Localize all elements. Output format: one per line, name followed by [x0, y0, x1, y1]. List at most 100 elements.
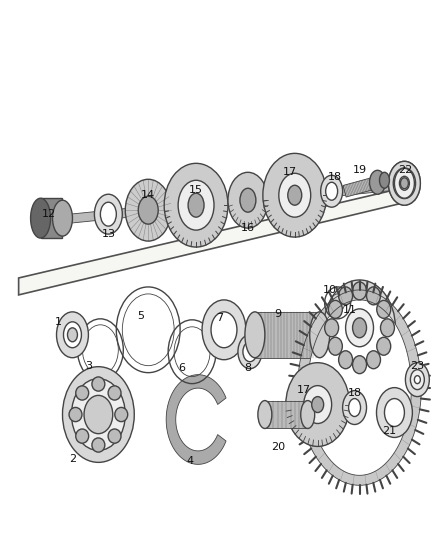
Ellipse shape [353, 318, 367, 338]
Text: 15: 15 [189, 185, 203, 195]
Ellipse shape [328, 301, 343, 318]
Ellipse shape [395, 168, 414, 198]
Polygon shape [55, 181, 400, 224]
Ellipse shape [400, 178, 408, 189]
Text: 10: 10 [323, 285, 337, 295]
Ellipse shape [349, 399, 360, 416]
Ellipse shape [202, 300, 246, 360]
Ellipse shape [343, 391, 367, 424]
Ellipse shape [228, 172, 268, 228]
Ellipse shape [393, 168, 416, 199]
Ellipse shape [258, 401, 272, 429]
Polygon shape [166, 375, 226, 464]
Text: 23: 23 [410, 361, 424, 370]
Ellipse shape [399, 176, 410, 190]
Ellipse shape [69, 407, 82, 422]
Polygon shape [19, 185, 414, 295]
Ellipse shape [188, 193, 204, 217]
Ellipse shape [63, 367, 134, 462]
Ellipse shape [389, 161, 420, 205]
Ellipse shape [353, 356, 367, 374]
Ellipse shape [367, 287, 381, 305]
Ellipse shape [321, 175, 343, 207]
Polygon shape [308, 300, 411, 475]
Ellipse shape [100, 202, 117, 226]
Text: 11: 11 [343, 305, 357, 315]
Ellipse shape [381, 319, 395, 337]
Ellipse shape [263, 154, 327, 237]
Ellipse shape [339, 287, 353, 305]
Text: 18: 18 [328, 172, 342, 182]
Ellipse shape [108, 429, 121, 443]
Ellipse shape [245, 312, 265, 358]
Ellipse shape [76, 386, 88, 400]
Text: 9: 9 [274, 309, 281, 319]
Ellipse shape [76, 429, 88, 443]
Ellipse shape [279, 173, 311, 217]
Ellipse shape [304, 385, 332, 424]
Ellipse shape [31, 198, 50, 238]
Text: 18: 18 [347, 387, 362, 398]
Text: 20: 20 [271, 442, 285, 453]
Text: 16: 16 [241, 223, 255, 233]
Ellipse shape [288, 185, 302, 205]
Ellipse shape [310, 312, 330, 358]
Text: 17: 17 [297, 385, 311, 394]
Ellipse shape [108, 386, 121, 400]
Ellipse shape [164, 163, 228, 247]
Text: 2: 2 [69, 455, 76, 464]
Ellipse shape [328, 337, 343, 355]
Ellipse shape [64, 322, 81, 348]
Ellipse shape [115, 407, 128, 422]
Ellipse shape [57, 312, 88, 358]
Ellipse shape [92, 438, 105, 452]
Ellipse shape [95, 194, 122, 234]
Polygon shape [298, 290, 421, 486]
Text: 19: 19 [353, 165, 367, 175]
Text: 17: 17 [283, 167, 297, 177]
Ellipse shape [312, 397, 324, 413]
Ellipse shape [353, 282, 367, 300]
Text: 3: 3 [85, 361, 92, 370]
Ellipse shape [238, 335, 262, 369]
Ellipse shape [301, 401, 314, 429]
Ellipse shape [346, 309, 374, 347]
Text: 13: 13 [101, 229, 115, 239]
Ellipse shape [178, 180, 214, 230]
Text: 5: 5 [137, 311, 144, 321]
Polygon shape [343, 176, 379, 197]
Ellipse shape [339, 351, 353, 369]
Ellipse shape [125, 179, 171, 241]
Ellipse shape [324, 280, 396, 376]
Ellipse shape [370, 171, 385, 194]
Ellipse shape [326, 182, 338, 200]
Ellipse shape [92, 377, 105, 391]
Ellipse shape [53, 200, 72, 236]
Text: 7: 7 [216, 313, 223, 323]
Ellipse shape [211, 312, 237, 348]
Polygon shape [265, 401, 308, 429]
Ellipse shape [71, 378, 125, 450]
Text: 8: 8 [244, 362, 251, 373]
Text: 1: 1 [55, 317, 62, 327]
Polygon shape [255, 312, 320, 358]
Ellipse shape [240, 188, 256, 212]
Ellipse shape [377, 337, 391, 355]
Ellipse shape [286, 362, 350, 447]
Text: 4: 4 [187, 456, 194, 466]
Ellipse shape [389, 161, 420, 205]
Ellipse shape [379, 172, 389, 188]
Ellipse shape [243, 342, 257, 362]
Ellipse shape [67, 328, 78, 342]
Ellipse shape [84, 395, 113, 434]
Text: 14: 14 [141, 190, 155, 200]
Text: 6: 6 [179, 362, 186, 373]
Ellipse shape [406, 362, 429, 397]
Ellipse shape [367, 351, 381, 369]
Ellipse shape [410, 370, 424, 390]
Ellipse shape [414, 376, 420, 384]
Text: 21: 21 [382, 426, 396, 437]
Text: 22: 22 [398, 165, 413, 175]
Ellipse shape [377, 387, 413, 438]
Ellipse shape [138, 196, 158, 224]
